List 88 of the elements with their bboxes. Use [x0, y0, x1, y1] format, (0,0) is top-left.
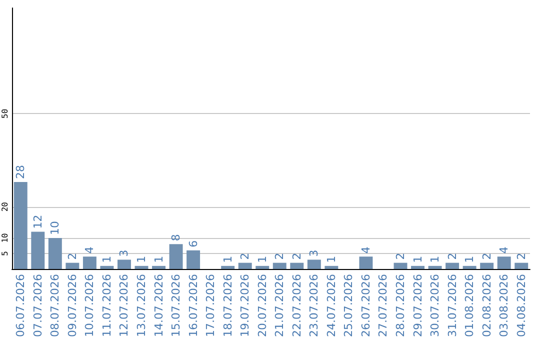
x-tick-label: 19.07.2026: [238, 274, 252, 338]
bar: [480, 262, 494, 270]
data-label: 8: [170, 234, 183, 242]
data-label: 2: [238, 252, 252, 260]
bar: [221, 266, 235, 270]
data-label: 1: [256, 256, 269, 263]
x-tick-label: 12.07.2026: [118, 274, 131, 338]
x-tick-label: 27.07.2026: [376, 274, 390, 338]
x-tick-label: 21.07.2026: [273, 274, 286, 338]
bar: [31, 232, 45, 270]
data-label: 10: [48, 220, 62, 235]
y-tick-label: 20: [0, 202, 10, 212]
bar: [118, 260, 131, 270]
bar: [324, 266, 338, 270]
data-label: 6: [186, 240, 200, 248]
data-label: 1: [428, 256, 442, 263]
data-label: 2: [514, 252, 528, 260]
y-tick-label: 50: [0, 108, 10, 118]
x-tick-label: 01.08.2026: [463, 274, 476, 338]
data-label: 1: [135, 256, 148, 263]
bar: [514, 262, 528, 270]
bar: [446, 262, 460, 270]
bar: [394, 262, 408, 270]
bar: [66, 262, 80, 270]
bar: [411, 266, 424, 270]
y-tick-label: 5: [0, 250, 10, 256]
data-label: 1: [324, 256, 338, 263]
bar: [100, 266, 114, 270]
bar: [134, 266, 148, 270]
x-tick-label: 08.07.2026: [48, 274, 62, 338]
data-label: 4: [498, 246, 511, 254]
bar: [272, 262, 286, 270]
x-tick-label: 29.07.2026: [411, 274, 424, 338]
x-tick-label: 04.08.2026: [514, 274, 528, 338]
y-tick-label: 10: [0, 232, 10, 243]
x-tick-label: 31.07.2026: [446, 274, 459, 338]
bar: [462, 266, 476, 270]
data-label: 2: [66, 252, 79, 260]
bar: [48, 238, 62, 270]
data-label: 4: [359, 246, 372, 254]
x-tick-label: 26.07.2026: [359, 274, 372, 338]
bar: [169, 244, 183, 270]
x-tick-label: 17.07.2026: [204, 274, 218, 338]
data-label: 1: [221, 256, 234, 263]
bar: [428, 266, 442, 270]
x-tick-label: 16.07.2026: [186, 274, 200, 338]
bar: [359, 256, 373, 270]
x-tick-label: 13.07.2026: [135, 274, 148, 338]
x-tick-label: 30.07.2026: [428, 274, 442, 338]
x-tick-label: 25.07.2026: [342, 274, 356, 338]
x-tick-label: 11.07.2026: [100, 274, 114, 338]
bar: [238, 262, 252, 270]
data-label: 12: [31, 214, 44, 229]
bar: [256, 266, 270, 270]
bar: [290, 262, 304, 270]
data-label: 1: [100, 256, 114, 263]
data-label: 1: [463, 256, 476, 263]
x-tick-label: 09.07.2026: [66, 274, 79, 338]
data-label: 4: [83, 246, 96, 254]
bar: [497, 256, 511, 270]
data-label: 1: [411, 256, 424, 263]
x-tick-label: 06.07.2026: [14, 274, 28, 338]
x-tick-label: 03.08.2026: [498, 274, 511, 338]
x-tick-label: 07.07.2026: [31, 274, 44, 338]
data-label: 2: [480, 252, 494, 260]
data-label: 1: [152, 256, 166, 263]
x-tick-label: 14.07.2026: [152, 274, 166, 338]
bar: [186, 250, 200, 270]
data-label: 28: [14, 165, 28, 180]
x-tick-label: 15.07.2026: [170, 274, 183, 338]
x-tick-label: 02.08.2026: [480, 274, 494, 338]
data-label: 2: [273, 252, 286, 260]
data-label: 2: [290, 252, 304, 260]
data-label: 3: [118, 250, 131, 257]
x-tick-label: 23.07.2026: [308, 274, 321, 338]
x-tick-label: 22.07.2026: [290, 274, 304, 338]
x-tick-label: 10.07.2026: [83, 274, 96, 338]
bar: [152, 266, 166, 270]
x-tick-label: 18.07.2026: [221, 274, 234, 338]
bar: [82, 256, 96, 270]
x-tick-label: 24.07.2026: [324, 274, 338, 338]
data-label: 2: [394, 252, 407, 260]
data-label: 2: [446, 252, 459, 260]
bar: [14, 182, 28, 270]
x-tick-label: 28.07.2026: [394, 274, 407, 338]
x-tick-label: 20.07.2026: [256, 274, 269, 338]
bar: [307, 260, 321, 270]
data-label: 3: [308, 250, 321, 257]
